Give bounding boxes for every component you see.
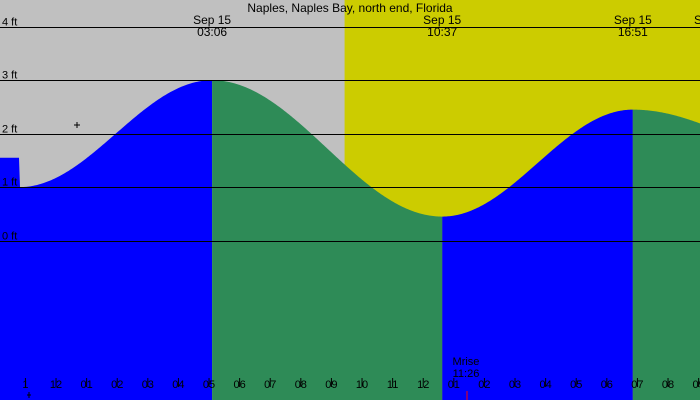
x-tick-label: 03: [509, 379, 521, 391]
extreme-date-label: Sep 15: [193, 13, 231, 27]
x-tick-label: 01: [81, 379, 93, 391]
y-tick-label: 2 ft: [2, 124, 17, 136]
x-tick-label: 06: [601, 379, 613, 391]
x-tick-label: 09: [325, 379, 337, 391]
chart-title: Naples, Naples Bay, north end, Florida: [247, 1, 453, 15]
x-tick-label: 05: [203, 379, 215, 391]
extreme-time-label: 10:37: [427, 25, 457, 39]
moonrise-label: Mrise: [453, 356, 480, 368]
x-tick-label: 02: [111, 379, 123, 391]
extreme-date-label: Sep 15: [423, 13, 461, 27]
y-tick-label: 0 ft: [2, 231, 17, 243]
y-tick-label: 3 ft: [2, 70, 17, 82]
rising-tide-area: [442, 109, 633, 400]
rising-tide-area: [0, 80, 213, 400]
extreme-time-label: 03:06: [197, 25, 227, 39]
x-tick-label: 10: [356, 379, 368, 391]
x-tick-label: 07: [631, 379, 643, 391]
x-tick-label: 09: [693, 379, 700, 391]
x-tick-label: 01: [448, 379, 460, 391]
falling-tide-area: [632, 109, 700, 400]
x-tick-label: 05: [570, 379, 582, 391]
extreme-time-label: 16:51: [618, 25, 648, 39]
x-tick-label: 06: [234, 379, 246, 391]
x-tick-label: 02: [478, 379, 490, 391]
tide-area-layer: [0, 80, 700, 400]
cross-marker: [74, 122, 80, 128]
label-layer: Naples, Naples Bay, north end, Florida 4…: [2, 1, 700, 391]
gridline-layer: [0, 27, 700, 400]
y-tick-label: 4 ft: [2, 17, 17, 29]
y-tick-label: 1 ft: [2, 177, 17, 189]
x-tick-label: 07: [264, 379, 276, 391]
falling-tide-area: [212, 80, 443, 400]
x-tick-label: 12: [50, 379, 62, 391]
edge-date-label: S: [694, 13, 700, 27]
x-tick-label: 08: [295, 379, 307, 391]
x-tick-label: 11: [387, 379, 398, 391]
x-tick-label: 04: [172, 379, 184, 391]
small-marker: [27, 392, 31, 398]
x-tick-label: 1: [22, 379, 28, 391]
extreme-date-label: Sep 15: [614, 13, 652, 27]
x-tick-label: 04: [540, 379, 552, 391]
moonrise-time: 11:26: [453, 368, 480, 380]
x-tick-label: 12: [417, 379, 429, 391]
x-tick-label: 08: [662, 379, 674, 391]
x-tick-label: 03: [142, 379, 154, 391]
